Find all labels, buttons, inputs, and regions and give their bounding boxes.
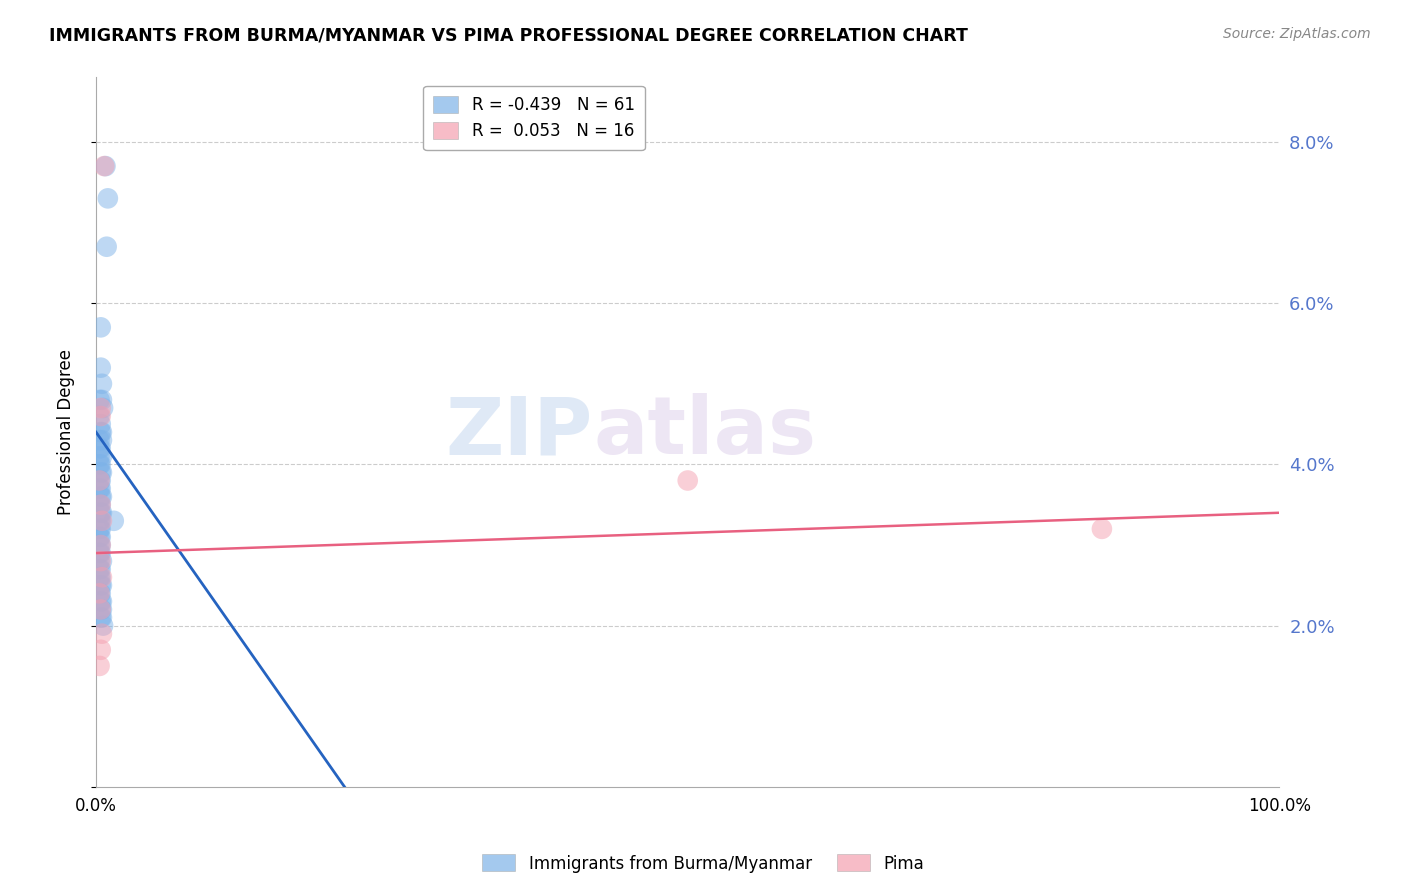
- Point: [90, 538, 112, 552]
- Point: [90, 466, 112, 480]
- Legend: R = -0.439   N = 61, R =  0.053   N = 16: R = -0.439 N = 61, R = 0.053 N = 16: [423, 86, 644, 151]
- Y-axis label: Professional Degree: Professional Degree: [58, 349, 75, 516]
- Point: [90, 578, 112, 592]
- Point: [94, 159, 117, 173]
- Point: [90, 425, 112, 439]
- Point: [90, 602, 112, 616]
- Point: [90, 401, 112, 415]
- Point: [93, 159, 115, 173]
- Point: [90, 522, 112, 536]
- Point: [89, 474, 111, 488]
- Text: IMMIGRANTS FROM BURMA/MYANMAR VS PIMA PROFESSIONAL DEGREE CORRELATION CHART: IMMIGRANTS FROM BURMA/MYANMAR VS PIMA PR…: [49, 27, 969, 45]
- Point: [91, 618, 114, 632]
- Point: [90, 392, 112, 407]
- Point: [90, 320, 112, 334]
- Point: [90, 538, 112, 552]
- Legend: Immigrants from Burma/Myanmar, Pima: Immigrants from Burma/Myanmar, Pima: [475, 847, 931, 880]
- Point: [89, 538, 111, 552]
- Point: [89, 570, 111, 584]
- Point: [1091, 522, 1114, 536]
- Point: [89, 474, 111, 488]
- Point: [90, 425, 112, 439]
- Point: [90, 506, 112, 520]
- Point: [90, 594, 112, 608]
- Point: [90, 594, 112, 608]
- Point: [89, 562, 111, 576]
- Point: [89, 586, 111, 600]
- Point: [90, 417, 112, 431]
- Text: ZIP: ZIP: [446, 393, 593, 471]
- Point: [90, 570, 112, 584]
- Point: [90, 442, 112, 456]
- Point: [89, 659, 111, 673]
- Point: [90, 490, 112, 504]
- Text: Source: ZipAtlas.com: Source: ZipAtlas.com: [1223, 27, 1371, 41]
- Point: [89, 482, 111, 496]
- Point: [89, 433, 111, 447]
- Point: [90, 514, 112, 528]
- Point: [90, 554, 112, 568]
- Point: [89, 392, 111, 407]
- Point: [89, 554, 111, 568]
- Point: [90, 626, 112, 640]
- Point: [90, 570, 112, 584]
- Point: [90, 458, 112, 472]
- Point: [89, 442, 111, 456]
- Point: [89, 530, 111, 544]
- Point: [90, 610, 112, 624]
- Point: [90, 490, 112, 504]
- Point: [90, 642, 112, 657]
- Point: [90, 482, 112, 496]
- Point: [90, 546, 112, 560]
- Point: [89, 546, 111, 560]
- Point: [90, 409, 112, 423]
- Point: [90, 466, 112, 480]
- Point: [90, 514, 112, 528]
- Point: [90, 376, 112, 391]
- Point: [90, 610, 112, 624]
- Point: [90, 474, 112, 488]
- Point: [89, 498, 111, 512]
- Point: [96, 240, 118, 254]
- Text: atlas: atlas: [593, 393, 815, 471]
- Point: [90, 530, 112, 544]
- Point: [90, 554, 112, 568]
- Point: [89, 458, 111, 472]
- Point: [90, 506, 112, 520]
- Point: [90, 498, 112, 512]
- Point: [90, 450, 112, 464]
- Point: [91, 401, 114, 415]
- Point: [90, 578, 112, 592]
- Point: [97, 191, 120, 205]
- Point: [89, 514, 111, 528]
- Point: [90, 602, 112, 616]
- Point: [90, 360, 112, 375]
- Point: [89, 586, 111, 600]
- Point: [103, 514, 125, 528]
- Point: [89, 450, 111, 464]
- Point: [90, 433, 112, 447]
- Point: [89, 409, 111, 423]
- Point: [90, 498, 112, 512]
- Point: [89, 522, 111, 536]
- Point: [90, 562, 112, 576]
- Point: [90, 586, 112, 600]
- Point: [676, 474, 699, 488]
- Point: [90, 602, 112, 616]
